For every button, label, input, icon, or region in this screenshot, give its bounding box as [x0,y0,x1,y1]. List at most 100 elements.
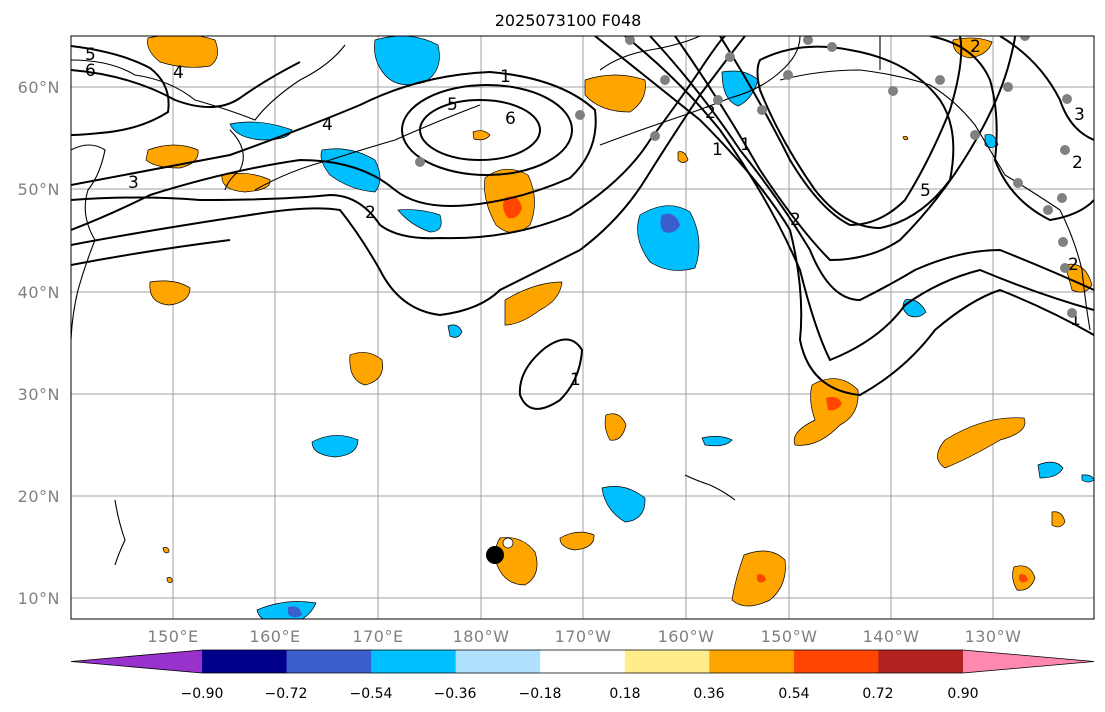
contour-label: 1 [500,67,511,87]
anomaly-shading [145,36,1094,619]
hawaii-islands [684,474,736,501]
colorbar-tick-label: −0.90 [181,686,224,702]
negative-anomaly-blob [701,436,733,447]
colorbar-tick-labels: −0.90 −0.72 −0.54 −0.36 −0.18 0.18 0.36 … [181,686,979,702]
storm-center-marker [486,546,504,564]
contour-line [71,239,231,266]
map-panel: 5 6 4 3 2 4 1 5 6 2 1 1 1 2 5 2 2 3 2 1 [71,36,1094,619]
colorbar: −0.90 −0.72 −0.54 −0.36 −0.18 0.18 0.36 … [70,649,1095,702]
contour-labels: 5 6 4 3 2 4 1 5 6 2 1 1 1 2 5 2 2 3 2 1 [85,37,1085,390]
contour-label: 2 [790,210,801,230]
negative-anomaly-blob [311,435,359,458]
contour-label: 6 [505,109,516,129]
positive-anomaly-blob [902,135,909,141]
alaska-north-coast [599,36,701,71]
lat-label: 10°N [18,589,60,608]
positive-anomaly-blob [147,36,218,68]
positive-anomaly-blob [504,281,563,326]
lat-label: 20°N [18,487,60,506]
station-marker [713,95,723,105]
contour-label: 2 [365,203,376,223]
station-marker [1058,237,1068,247]
contour-line [401,84,573,176]
neutral-spot [502,537,514,549]
negative-anomaly-blob [447,324,463,338]
station-marker [827,42,837,52]
lat-labels: 60°N 50°N 40°N 30°N 20°N 10°N [18,78,60,608]
station-markers [415,36,1077,318]
positive-anomaly-blob [584,74,646,113]
negative-anomaly-blob [229,121,293,141]
lat-label: 60°N [18,78,60,97]
positive-anomaly-blob [149,280,191,306]
colorbar-tick-label: 0.90 [947,686,978,702]
negative-anomaly-blob [320,148,381,193]
contour-label: 2 [970,37,981,57]
colorbar-segment [202,650,288,673]
colorbar-extend-max [963,650,1094,673]
map-title: 2025073100 F048 [495,11,642,30]
colorbar-tick-label: 0.18 [609,686,640,702]
positive-anomaly-blob [162,547,170,554]
contour-label: 4 [322,115,333,135]
station-marker [650,131,660,141]
station-marker [1013,178,1023,188]
contour-label: 1 [570,370,581,390]
colorbar-tick-label: −0.72 [265,686,308,702]
colorbar-tick-label: 0.36 [693,686,724,702]
kuril-chain [254,104,481,191]
lat-label: 30°N [18,385,60,404]
lon-label: 160°E [249,627,300,646]
colorbar-segment [371,650,457,673]
station-marker [625,36,635,45]
colorbar-segment [455,650,541,673]
contour-label: 1 [1070,310,1081,330]
contour-label: 2 [705,103,716,123]
contour-line [999,36,1094,141]
colorbar-segments [70,649,1095,674]
station-marker [1043,205,1053,215]
contour-line [419,99,541,161]
positive-anomaly-blob [472,130,491,141]
station-marker [803,36,813,45]
negative-anomaly-blob [397,209,442,233]
contour-label: 5 [447,95,458,115]
moderate-negative-core [660,213,680,233]
strong-positive-core [1019,574,1028,583]
colorbar-segment [540,650,626,673]
contour-line [929,36,1094,222]
positive-anomaly-blob [677,151,689,163]
station-marker [575,110,585,120]
contour-label: 3 [128,173,139,193]
strong-positive-core [503,196,522,219]
contour-label: 1 [712,140,723,160]
colorbar-tick-label: 0.54 [778,686,809,702]
contour-line [71,61,301,109]
colorbar-segment [793,650,879,673]
negative-anomaly-blob [984,134,999,148]
contour-line [594,36,1094,397]
contour-label: 5 [920,181,931,201]
contour-label: 2 [1068,255,1079,275]
negative-anomaly-blob [601,486,646,523]
map-border [70,35,1095,620]
colorbar-tick-label: −0.36 [434,686,477,702]
strong-positive-core [826,396,842,411]
station-marker [935,75,945,85]
contour-label: 6 [85,61,96,81]
colorbar-extend-min [71,650,202,673]
station-marker [415,157,425,167]
negative-anomaly-blob [1037,461,1064,479]
positive-anomaly-blob [937,417,1026,469]
positive-anomaly-blob [793,378,859,446]
contour-line [649,36,1094,302]
colorbar-tick-label: −0.54 [350,686,393,702]
lat-label: 40°N [18,283,60,302]
station-marker [725,52,735,62]
lon-labels: 150°E 160°E 170°E 180°W 170°W 160°W 150°… [147,627,1021,646]
contour-line [71,45,170,136]
lon-label: 170°E [352,627,403,646]
contour-line [719,36,963,227]
lat-label: 50°N [18,180,60,199]
colorbar-tick-label: −0.18 [519,686,562,702]
